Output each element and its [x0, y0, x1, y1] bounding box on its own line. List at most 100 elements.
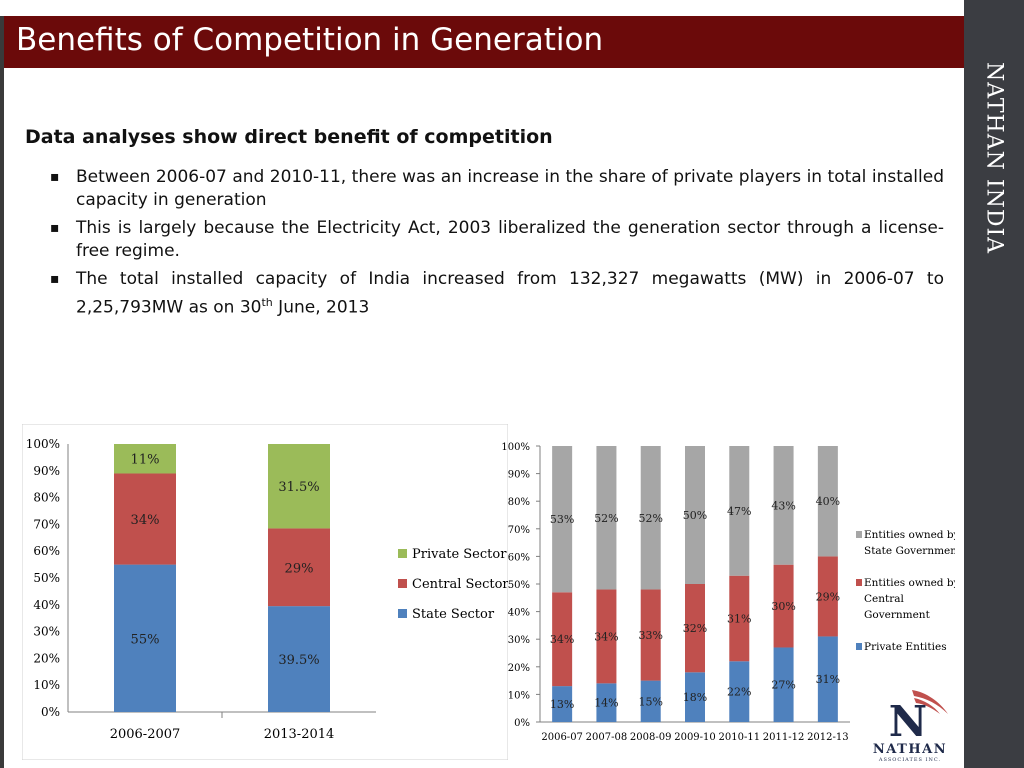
data-label: 13%	[550, 698, 574, 711]
legend-label: Private Entities	[864, 641, 947, 653]
ownership-share-chart-svg: 0% 10% 20% 30% 40% 50% 60% 70% 80% 90% 100% 13% 34% 5…	[501, 442, 966, 743]
legend-label: Central	[864, 593, 905, 605]
data-label: 22%	[727, 686, 751, 699]
bullet-list: ▪ Between 2006-07 and 2010-11, there was …	[50, 166, 944, 325]
bar-segment	[640, 680, 661, 722]
data-label: 33%	[638, 629, 662, 642]
bar-segment	[817, 446, 838, 557]
bar-segment	[640, 446, 661, 590]
y-tick-label: 60%	[33, 544, 60, 558]
bullet-item: ▪ This is largely because the Electricity…	[50, 217, 944, 263]
bar-segment	[729, 575, 750, 662]
bar-segment	[817, 556, 838, 637]
x-tick-label: 2011-12	[763, 732, 805, 743]
legend-label: Entities owned by	[864, 529, 955, 541]
bar-segment	[114, 564, 176, 712]
bullet-marker-icon: ▪	[50, 169, 60, 185]
y-tick-label: 100%	[501, 442, 530, 453]
data-label: 27%	[771, 679, 795, 692]
bar-segment	[773, 647, 794, 722]
y-tick-label: 10%	[33, 678, 60, 692]
y-tick-label: 80%	[508, 497, 530, 508]
bar-segment	[114, 444, 176, 474]
data-label: 34%	[550, 633, 574, 646]
y-tick-label: 50%	[33, 571, 60, 585]
data-label: 31.5%	[278, 480, 319, 495]
bullet-text-end: June, 2013	[272, 297, 370, 318]
data-label: 29%	[816, 590, 840, 603]
bar-segment	[552, 592, 573, 687]
legend-swatch	[856, 643, 862, 650]
x-tick-label: 2010-11	[719, 732, 761, 743]
bar-segment	[552, 686, 573, 722]
data-label: 30%	[771, 600, 795, 613]
data-label: 39.5%	[278, 653, 319, 668]
x-tick-label: 2006-2007	[110, 727, 181, 742]
y-tick-label: 40%	[508, 608, 530, 619]
data-label: 53%	[550, 513, 574, 526]
subheading: Data analyses show direct benefit of com…	[25, 126, 553, 148]
bullet-superscript: th	[261, 296, 273, 309]
bullet-marker-icon: ▪	[50, 271, 60, 287]
data-label: 29%	[285, 561, 314, 576]
bar-segment	[817, 636, 838, 722]
y-tick-label: 20%	[33, 651, 60, 665]
chart-frame	[21, 423, 509, 761]
bar-segment	[552, 446, 573, 593]
data-label: 43%	[771, 499, 795, 512]
bullet-item: ▪ Between 2006-07 and 2010-11, there was …	[50, 166, 944, 212]
x-tick-label: 2013-2014	[264, 727, 335, 742]
legend-swatch	[398, 609, 407, 618]
nathan-logo: N NATHAN ASSOCIATES INC.	[864, 684, 956, 764]
legend-label: Government	[864, 609, 931, 621]
y-tick-label: 80%	[33, 491, 60, 505]
bar-segment	[640, 589, 661, 681]
y-tick-label: 60%	[508, 552, 530, 563]
bar-segment	[773, 564, 794, 648]
bullet-marker-icon: ▪	[50, 220, 60, 236]
data-label: 31%	[816, 673, 840, 686]
y-tick-label: 30%	[33, 625, 60, 639]
data-label: 18%	[683, 691, 707, 704]
bar-segment	[596, 683, 617, 722]
bar-segment	[114, 473, 176, 565]
x-tick-label: 2012-13	[807, 732, 849, 743]
logo-subtext: ASSOCIATES INC.	[878, 757, 941, 763]
y-tick-label: 20%	[508, 663, 530, 674]
legend-label: State Sector	[412, 607, 495, 622]
y-tick-label: 70%	[508, 525, 530, 536]
brand-vertical-text: NATHAN INDIA	[981, 61, 1007, 255]
bar-segment	[268, 606, 330, 712]
data-label: 50%	[683, 509, 707, 522]
sector-share-chart-svg: 0% 10% 20% 30% 40% 50% 60% 70% 80% 90% 100% 55% 34% 1…	[21, 423, 509, 761]
data-label: 34%	[131, 513, 160, 528]
ownership-share-chart: 0% 10% 20% 30% 40% 50% 60% 70% 80% 90% 100% 13% 34% 5…	[500, 430, 966, 760]
bullet-text: This is largely because the Electricity …	[76, 218, 944, 261]
legend-label: Entities owned by	[864, 577, 955, 589]
y-tick-label: 0%	[514, 718, 530, 729]
data-label: 55%	[131, 632, 160, 647]
bar-segment	[729, 661, 750, 722]
bar-segment	[268, 444, 330, 529]
slide-title: Benefits of Competition in Generation	[16, 22, 604, 58]
y-tick-label: 50%	[508, 580, 530, 591]
logo-text: NATHAN	[873, 742, 947, 757]
title-bar	[4, 16, 964, 68]
legend-label: Central Sector	[412, 577, 508, 592]
left-edge-line	[0, 16, 4, 768]
bar-segment	[268, 528, 330, 607]
bar-segment	[773, 446, 794, 565]
y-tick-label: 100%	[26, 437, 60, 451]
sector-share-chart: 0% 10% 20% 30% 40% 50% 60% 70% 80% 90% 100% 55% 34% 1…	[21, 423, 509, 761]
bar-segment	[596, 446, 617, 590]
y-tick-label: 10%	[508, 690, 530, 701]
bar-segment	[685, 672, 705, 722]
bar-segment	[729, 446, 750, 576]
data-label: 32%	[683, 622, 707, 635]
y-tick-label: 70%	[33, 517, 60, 531]
data-label: 11%	[131, 453, 160, 468]
bullet-text: Between 2006-07 and 2010-11, there was a…	[76, 167, 944, 210]
data-label: 40%	[816, 495, 840, 508]
data-label: 52%	[638, 512, 662, 525]
logo-letter: N	[889, 697, 927, 746]
